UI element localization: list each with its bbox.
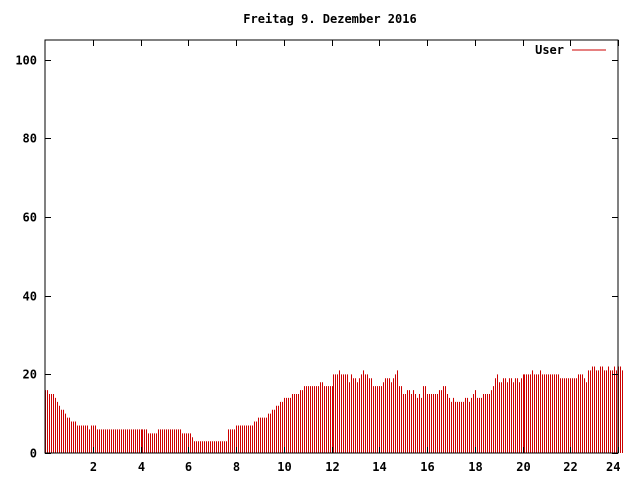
x-tick-label: 22 (563, 460, 577, 474)
x-tick-label: 24 (606, 460, 620, 474)
x-tick-label: 2 (90, 460, 97, 474)
bars-group (45, 366, 623, 453)
x-tick-label: 18 (468, 460, 482, 474)
y-tick-label: 80 (23, 132, 37, 146)
x-tick-label: 6 (185, 460, 192, 474)
y-tick-label: 60 (23, 211, 37, 225)
x-tick-label: 14 (372, 460, 386, 474)
y-tick-label: 40 (23, 290, 37, 304)
y-tick-label: 0 (30, 447, 37, 461)
x-tick-label: 4 (138, 460, 145, 474)
x-tick-label: 12 (325, 460, 339, 474)
legend: User (535, 43, 606, 57)
x-tick-label: 10 (277, 460, 291, 474)
y-tick-label: 20 (23, 368, 37, 382)
plot-frame (44, 39, 619, 454)
legend-label: User (535, 43, 564, 57)
x-tick-label: 8 (233, 460, 240, 474)
x-tick-label: 16 (420, 460, 434, 474)
x-tick-label: 20 (516, 460, 530, 474)
y-tick-label: 100 (15, 54, 37, 68)
chart-title: Freitag 9. Dezember 2016 (243, 12, 416, 26)
